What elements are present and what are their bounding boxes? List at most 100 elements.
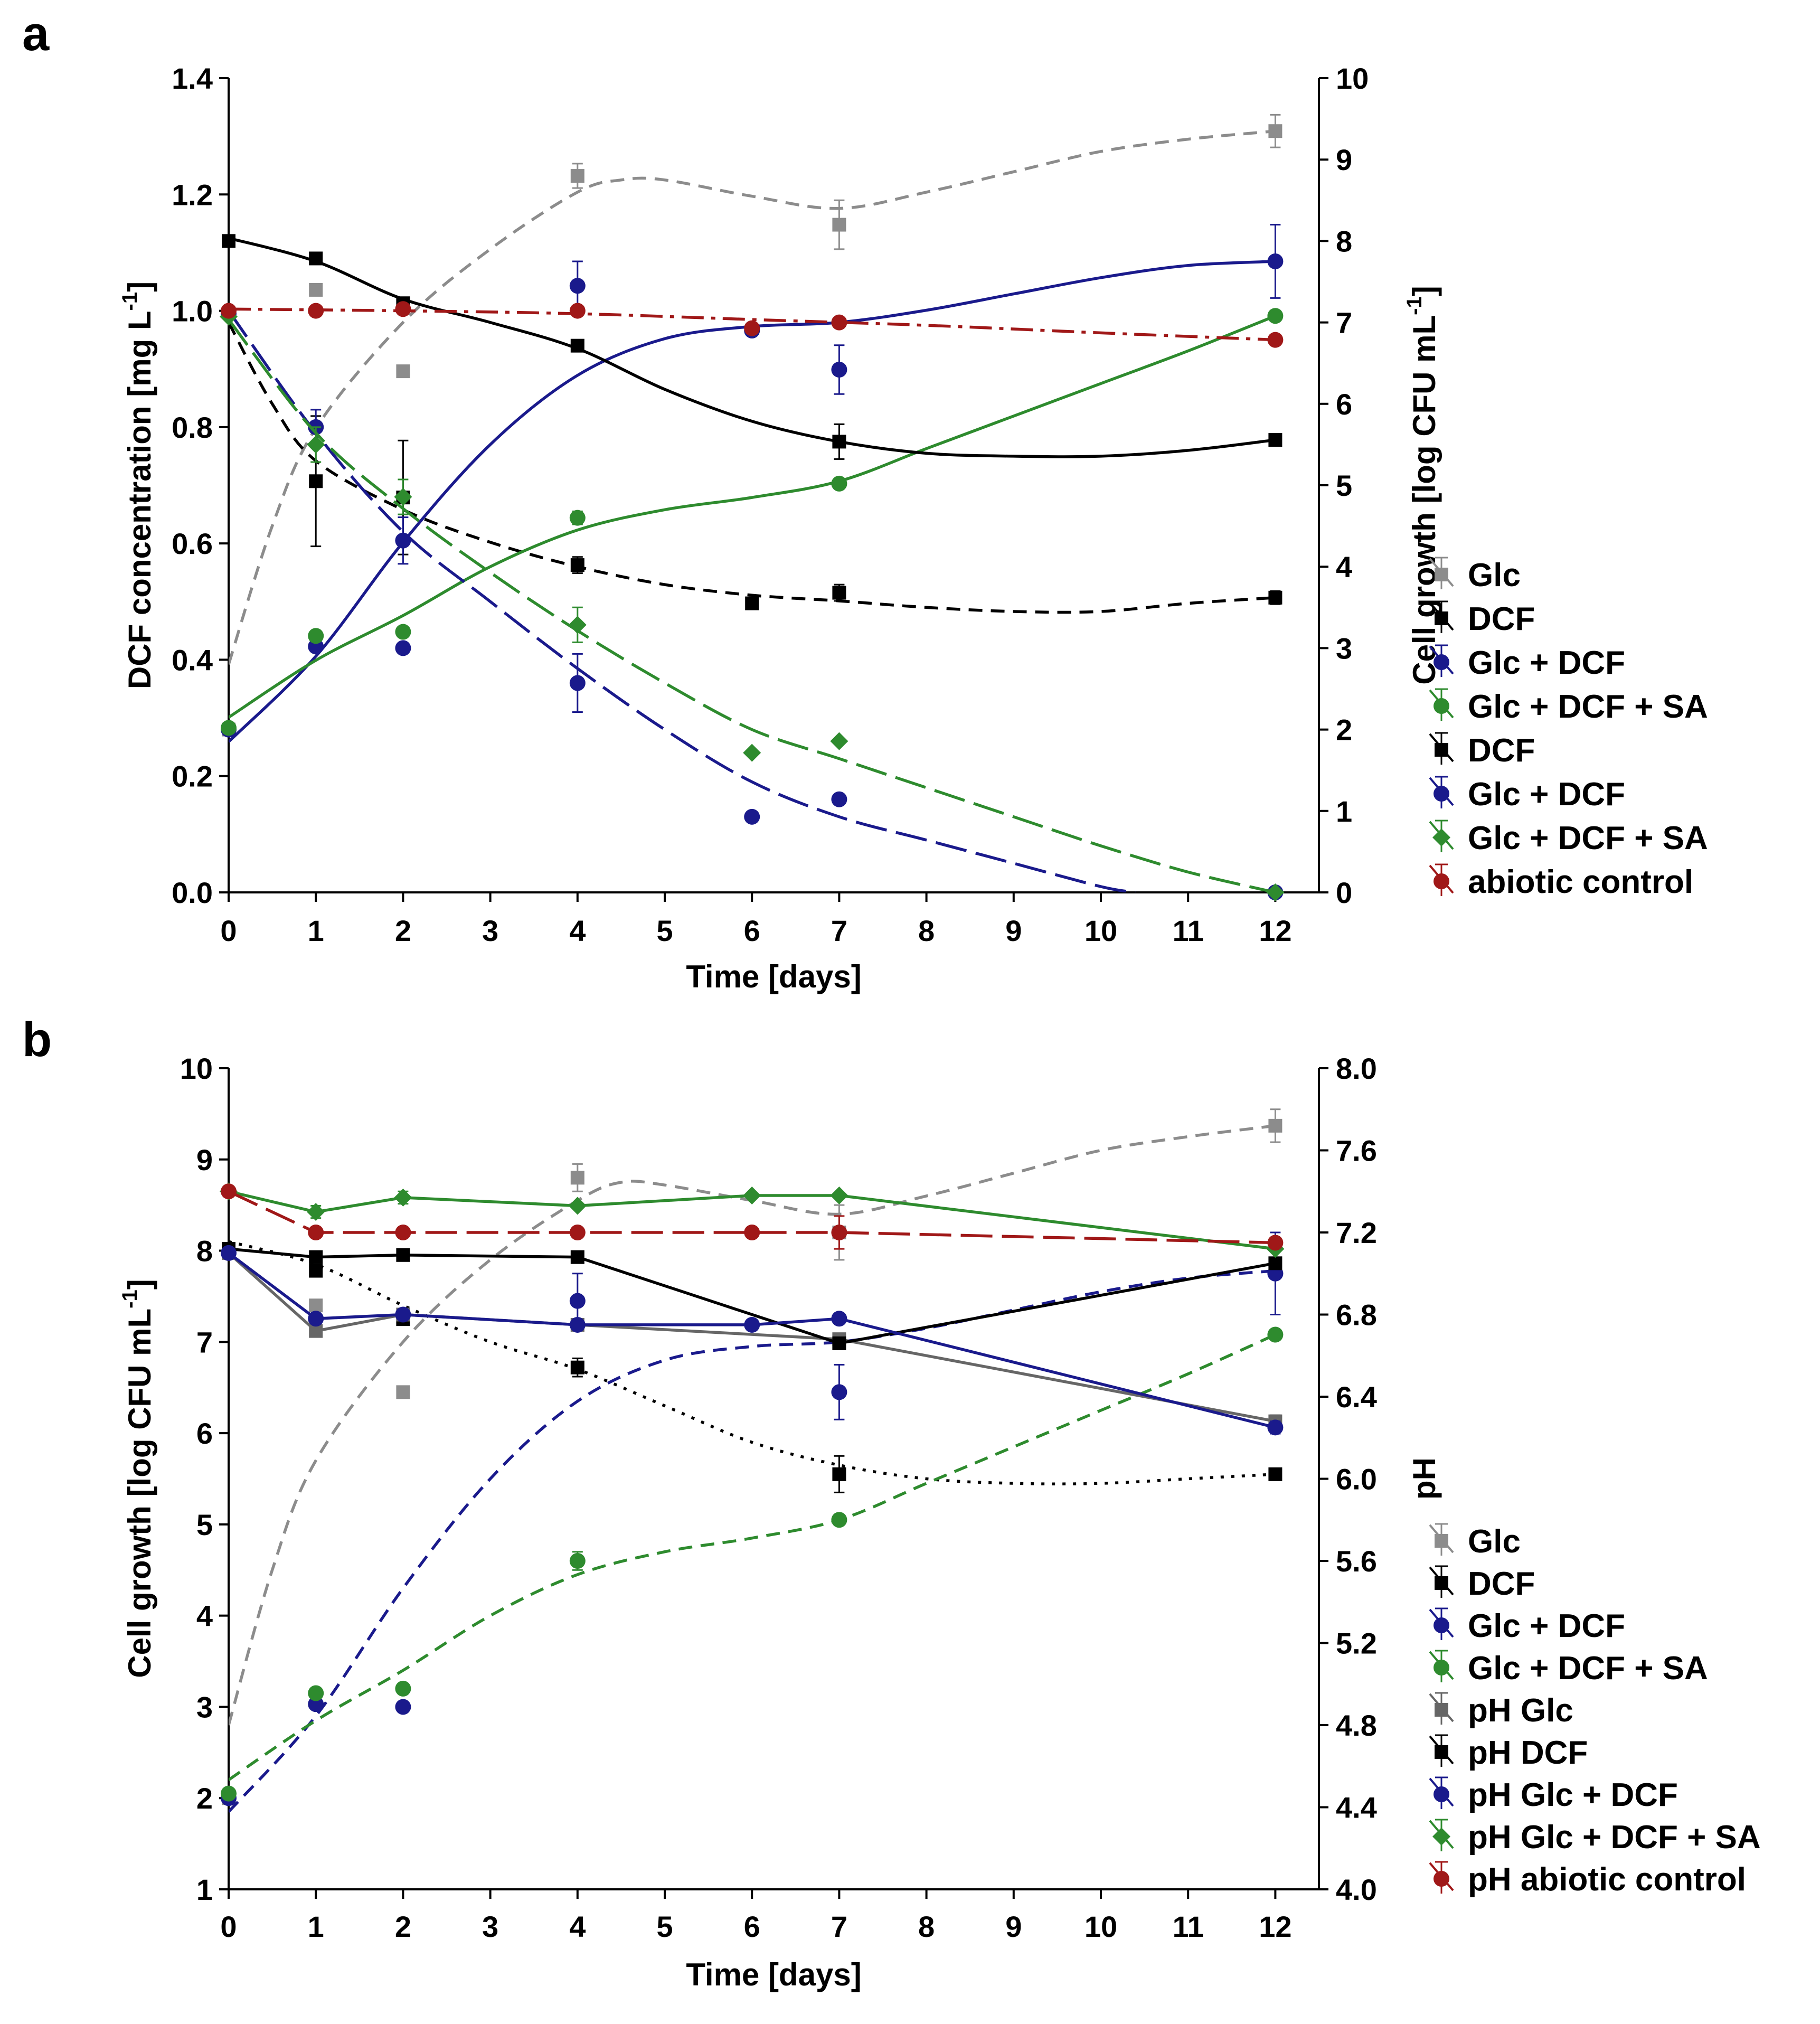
data-point <box>394 1188 412 1207</box>
right-y-tick-label: 4.0 <box>1336 1873 1377 1906</box>
right-y-axis-label-text: pH <box>1407 1457 1442 1500</box>
data-point <box>1268 1467 1283 1481</box>
right-y-tick-label: 7.6 <box>1336 1134 1377 1168</box>
x-tick-label: 9 <box>1005 1910 1022 1943</box>
legend-item: DCF <box>1429 732 1535 769</box>
data-point <box>308 1311 324 1327</box>
left-y-tick-label: 10 <box>180 1052 213 1085</box>
series-line <box>229 1124 1276 1726</box>
series-line <box>229 1251 1276 1429</box>
x-axis-label: Time [days] <box>686 1957 861 1992</box>
left-y-tick-label: 1.4 <box>172 62 213 95</box>
series-line-group <box>229 1124 1276 1726</box>
data-point <box>743 743 761 762</box>
legend-swatch-marker <box>1434 1871 1449 1887</box>
data-point <box>569 675 586 691</box>
series-abiotic-control-left <box>221 301 1284 348</box>
series-line-group <box>229 1269 1276 1813</box>
x-tick-label: 2 <box>395 914 411 947</box>
data-point <box>570 1171 584 1185</box>
series-line <box>229 1247 1276 1345</box>
legend-swatch-marker <box>1435 743 1448 757</box>
data-point <box>570 338 584 353</box>
legend: Glc DCF Glc + DCF Glc + DCF + SA DCF Glc + DC… <box>1429 557 1708 900</box>
data-point <box>569 510 586 526</box>
series-line <box>229 310 1136 892</box>
legend-item: DCF <box>1429 600 1535 637</box>
data-point <box>221 1785 237 1802</box>
data-point <box>568 1197 587 1215</box>
right-y-tick-label: 4.8 <box>1336 1709 1377 1742</box>
series-line-group <box>229 129 1276 665</box>
series-line-group <box>229 237 1276 458</box>
data-point <box>308 303 324 319</box>
data-point <box>1267 1326 1284 1343</box>
x-tick-label: 6 <box>744 914 760 947</box>
legend: Glc DCF Glc + DCF Glc + DCF + SA pH Glc pH DC… <box>1429 1523 1761 1898</box>
series-ph-abiotic-control-right <box>221 1183 1284 1251</box>
data-point <box>569 1316 586 1333</box>
legend-label: pH DCF <box>1468 1735 1588 1771</box>
legend-swatch-marker <box>1435 1576 1448 1590</box>
legend-label: pH Glc + DCF <box>1468 1777 1678 1813</box>
x-tick-label: 11 <box>1173 914 1204 947</box>
data-point <box>831 1384 847 1400</box>
x-tick-label: 0 <box>220 914 237 947</box>
series-glc-left <box>222 1108 1283 1805</box>
series-line <box>229 314 1276 719</box>
right-y-tick-label: 5 <box>1336 469 1352 502</box>
x-tick-label: 9 <box>1005 914 1022 947</box>
data-point <box>307 1203 325 1221</box>
left-y-axis-label: Cell growth [log CFU mL-1] <box>118 1279 157 1678</box>
data-point <box>1267 308 1284 324</box>
legend-swatch-marker <box>1434 698 1449 714</box>
series-line <box>229 129 1276 665</box>
legend-item: Glc + DCF <box>1429 644 1625 681</box>
legend-item: pH abiotic control <box>1429 1861 1746 1898</box>
series-line <box>229 1251 1276 1423</box>
x-tick-label: 7 <box>831 1910 847 1943</box>
panel-a-chart: 0 1 2 3 4 5 6 7 8 9 10 11 120.00.20.40.60.81.01.21.4… <box>118 62 1708 994</box>
left-y-axis-label-close: ] <box>122 281 157 292</box>
data-point <box>832 586 846 600</box>
right-y-tick-label: 10 <box>1336 62 1369 95</box>
legend-item: DCF <box>1429 1565 1535 1602</box>
left-y-tick-label: 0.6 <box>172 527 213 560</box>
data-point <box>745 596 759 610</box>
data-point <box>395 640 411 656</box>
data-point <box>831 1311 847 1327</box>
data-point <box>396 1248 410 1262</box>
right-y-tick-label: 9 <box>1336 143 1352 176</box>
right-y-axis-label-close: ] <box>1407 286 1442 296</box>
series-line-group <box>229 260 1276 743</box>
data-point <box>1268 1118 1283 1133</box>
legend-item: abiotic control <box>1429 863 1693 900</box>
x-tick-label: 10 <box>1085 1910 1117 1943</box>
right-y-axis-label: pH <box>1407 1457 1442 1500</box>
right-y-tick-label: 4 <box>1336 550 1352 583</box>
data-point <box>569 1293 586 1309</box>
series-line-group <box>229 1251 1276 1429</box>
data-point <box>832 1336 846 1350</box>
data-point <box>830 1187 848 1205</box>
x-tick-label: 8 <box>918 1910 935 1943</box>
legend-label: abiotic control <box>1468 864 1693 900</box>
series-line-group <box>229 314 1276 719</box>
legend-item: Glc + DCF <box>1429 776 1625 813</box>
data-point <box>221 303 237 319</box>
x-tick-label: 4 <box>569 914 586 947</box>
legend-swatch-marker <box>1434 873 1449 889</box>
data-point <box>395 532 411 549</box>
right-y-tick-label: 5.2 <box>1336 1627 1377 1660</box>
left-y-tick-label: 0.0 <box>172 876 213 909</box>
legend-swatch-marker <box>1432 829 1450 846</box>
legend-item: Glc + DCF + SA <box>1429 1650 1708 1687</box>
series-line <box>229 1240 1276 1485</box>
data-point <box>221 1183 237 1200</box>
data-point <box>395 1306 411 1323</box>
legend-item: Glc <box>1429 1523 1521 1560</box>
data-point <box>1268 433 1283 447</box>
data-point <box>744 1316 760 1333</box>
left-y-tick-label: 1 <box>196 1873 213 1906</box>
data-point <box>221 720 237 736</box>
